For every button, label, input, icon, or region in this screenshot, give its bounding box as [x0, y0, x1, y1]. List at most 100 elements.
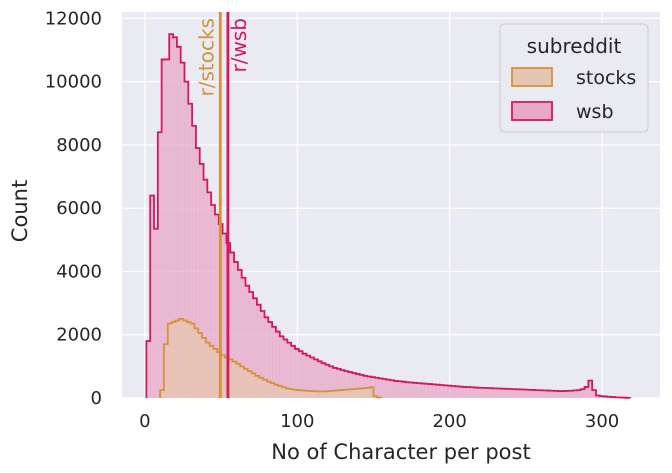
y-tick-labels: 0 2000 4000 6000 8000 10000 12000: [45, 8, 102, 409]
histogram-bar: [413, 382, 418, 398]
histogram-bar: [531, 389, 536, 398]
histogram-bar: [274, 384, 279, 398]
histogram-bar: [264, 317, 269, 398]
histogram-bar: [458, 386, 464, 398]
histogram-bar: [359, 374, 364, 398]
histogram-bar: [344, 371, 349, 398]
histogram-bar: [576, 390, 582, 398]
histogram-bar: [163, 344, 169, 398]
histogram-bar: [584, 386, 589, 398]
histogram-bar: [394, 380, 399, 398]
histogram-bar: [214, 214, 220, 398]
histogram-bar: [169, 34, 174, 398]
histogram-bar: [336, 368, 342, 398]
legend-label-stocks: stocks: [576, 67, 636, 89]
x-tick-label: 0: [139, 411, 150, 432]
series-wsb: [145, 33, 632, 399]
histogram-bar: [542, 390, 547, 398]
histogram-bar: [397, 381, 403, 398]
legend-label-wsb: wsb: [576, 101, 614, 123]
histogram-bar: [230, 252, 235, 398]
histogram-bar: [561, 391, 566, 398]
histogram-bar: [346, 389, 352, 398]
histogram-bar: [146, 341, 151, 398]
legend-swatch-wsb: [511, 101, 553, 121]
histogram-bar: [241, 277, 246, 398]
histogram-bar: [474, 387, 479, 398]
histogram-bar: [260, 310, 265, 398]
histogram-bar: [316, 391, 321, 398]
histogram-bar: [599, 396, 605, 398]
histogram-bar: [340, 370, 345, 398]
histogram-bar: [373, 396, 378, 398]
histogram-bar: [312, 391, 317, 398]
histogram-bar: [301, 390, 306, 398]
histogram-bar: [354, 388, 359, 398]
histogram-bar: [186, 322, 191, 398]
histogram-bar: [234, 261, 239, 398]
histogram-bar: [283, 339, 288, 398]
histogram-bar: [462, 386, 467, 398]
histogram-bar: [175, 320, 180, 398]
histogram-bar: [165, 59, 170, 398]
histogram-bar: [485, 388, 490, 398]
y-tick-label: 2000: [56, 325, 102, 346]
histogram-bar: [222, 233, 227, 398]
histogram-bar: [569, 390, 574, 398]
series-outline-stocks: [159, 318, 382, 399]
histogram-bar: [320, 391, 325, 398]
histogram-bar: [496, 388, 502, 398]
histogram-bar: [546, 390, 551, 398]
legend-swatch-stocks: [511, 67, 553, 87]
histogram-bar: [390, 380, 395, 398]
series-layer: [145, 33, 632, 399]
histogram-bar: [470, 387, 475, 398]
histogram-bar: [199, 163, 204, 398]
histogram-bar: [232, 361, 237, 398]
histogram-bar: [195, 148, 201, 398]
histogram-bar: [203, 179, 208, 398]
histogram-bar: [270, 383, 275, 398]
histogram-bar: [515, 389, 521, 398]
histogram-bar: [523, 389, 528, 398]
y-tick-label: 8000: [56, 135, 102, 156]
histogram-bar: [424, 383, 429, 398]
histogram-bar: [209, 345, 214, 398]
histogram-bar: [401, 381, 406, 398]
histogram-bar: [409, 382, 414, 398]
histogram-bar: [477, 387, 483, 398]
histogram-bar: [512, 389, 517, 398]
histogram-bar: [595, 395, 601, 398]
y-tick-label: 0: [91, 388, 102, 409]
histogram-bar: [333, 367, 338, 398]
histogram-bar: [255, 375, 260, 398]
histogram-bar: [171, 322, 176, 398]
histogram-bar: [188, 103, 193, 399]
histogram-bar: [493, 388, 498, 398]
histogram-bar: [247, 371, 252, 398]
histogram-bar: [308, 391, 313, 398]
histogram-bar: [211, 205, 216, 398]
histogram-bar: [245, 285, 250, 398]
y-axis-label: Count: [8, 180, 32, 242]
histogram-bar: [184, 81, 189, 398]
histogram-bar: [190, 323, 195, 398]
histogram-bar: [236, 363, 241, 398]
mean-lines: r/stocks r/wsb: [194, 12, 251, 398]
histogram-bar: [205, 342, 211, 398]
histogram-bar: [519, 389, 524, 398]
histogram-bar: [580, 389, 585, 398]
histogram-bar: [386, 379, 391, 398]
y-tick-label: 10000: [45, 72, 102, 93]
histogram-bar: [285, 388, 291, 398]
histogram-bar: [466, 387, 471, 398]
histogram-bar: [180, 62, 185, 398]
annotation-label: r/wsb: [227, 18, 251, 72]
histogram-bar: [310, 357, 315, 398]
x-tick-label: 300: [585, 411, 619, 432]
legend: subreddit stocks wsb: [499, 23, 649, 133]
x-tick-labels: 0 100 200 300: [139, 411, 619, 432]
histogram-bar: [439, 385, 444, 398]
histogram-bar: [329, 366, 334, 398]
